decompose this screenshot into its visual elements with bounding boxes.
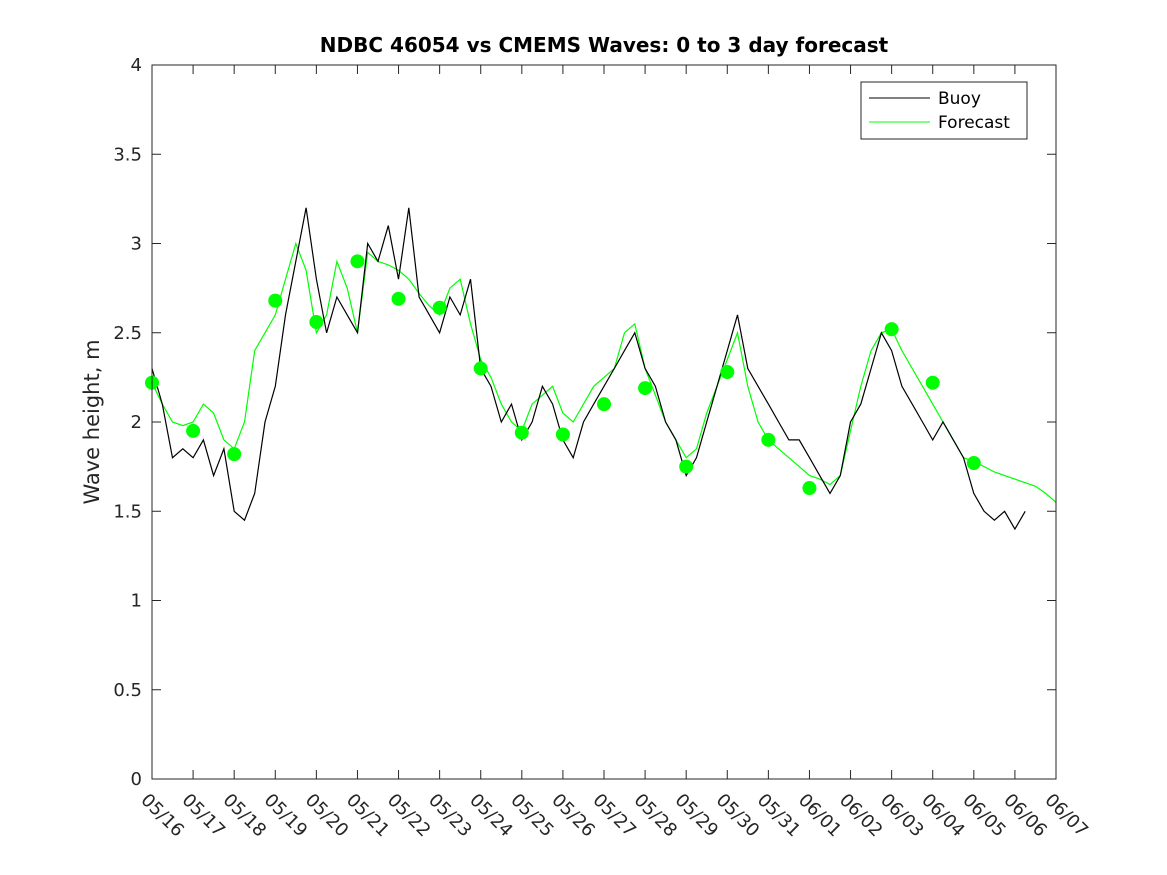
forecast-marker: [884, 322, 899, 337]
axes-background: [152, 65, 1056, 779]
y-tick-label: 3.5: [113, 144, 142, 165]
y-tick-label: 0.5: [113, 680, 142, 701]
forecast-marker: [391, 291, 406, 306]
forecast-marker: [720, 365, 735, 380]
y-tick-label: 0: [131, 769, 142, 790]
buoy-series-line: [151, 207, 1026, 531]
legend-box: [860, 81, 1028, 140]
forecast-marker: [638, 381, 653, 396]
forecast-marker: [802, 481, 817, 496]
forecast-marker: [761, 432, 776, 447]
y-tick-label: 3: [131, 234, 142, 255]
legend: Buoy Forecast: [860, 81, 1028, 140]
forecast-marker: [514, 425, 529, 440]
series-layer: [151, 207, 1057, 531]
y-axis: 0 0.5 1 1.5 2 2.5 3 3.5 4: [113, 55, 1056, 790]
forecast-marker: [925, 375, 940, 390]
forecast-marker: [350, 254, 365, 269]
forecast-marker: [186, 423, 201, 438]
forecast-marker: [597, 397, 611, 412]
forecast-marker: [227, 447, 242, 462]
plot-area: 00.511.522.533.54 05/1605/1705/1805/1905…: [113, 55, 1092, 841]
forecast-marker: [473, 361, 488, 376]
legend-buoy-label: Buoy: [938, 89, 981, 109]
chart-title: NDBC 46054 vs CMEMS Waves: 0 to 3 day fo…: [320, 33, 889, 57]
forecast-marker: [432, 300, 447, 315]
forecast-marker: [679, 459, 694, 474]
y-tick-label: 4: [131, 55, 142, 76]
y-tick-label: 2: [131, 412, 142, 433]
forecast-marker: [966, 456, 981, 471]
forecast-marker: [268, 293, 283, 308]
forecast-marker: [309, 315, 324, 330]
legend-forecast-label: Forecast: [938, 113, 1010, 133]
forecast-series-line: [151, 241, 1057, 503]
y-axis-label: Wave height, m: [80, 339, 104, 504]
y-tick-label: 1: [131, 591, 142, 612]
y-tick-label: 1.5: [113, 501, 142, 522]
y-tick-label: 2.5: [113, 323, 142, 344]
forecast-marker: [555, 427, 570, 442]
